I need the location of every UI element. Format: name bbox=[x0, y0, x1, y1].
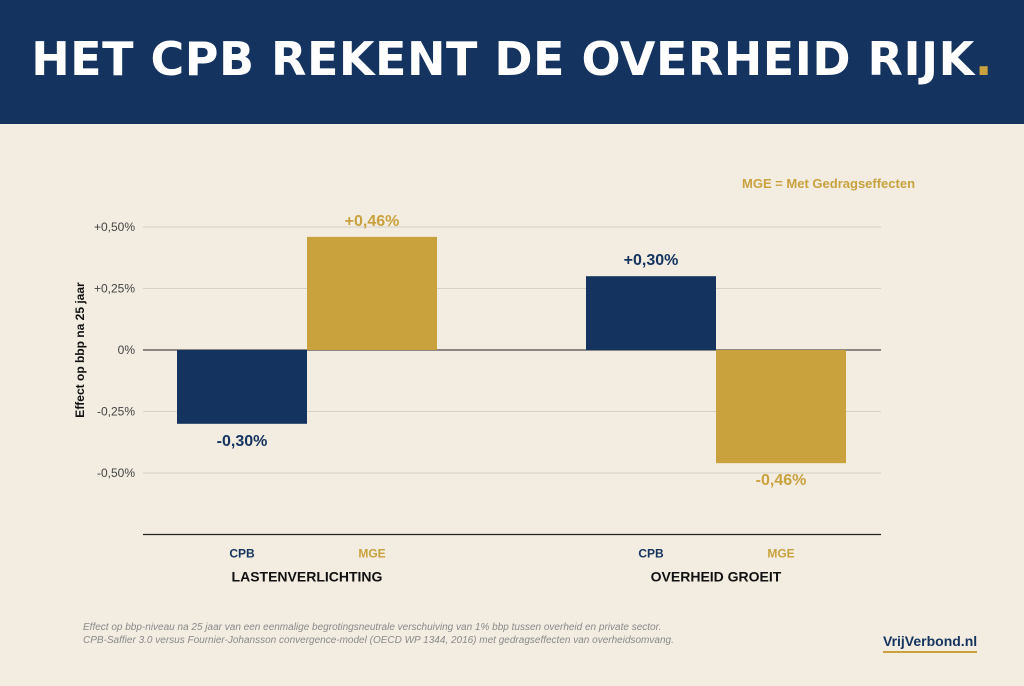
bar-chart: +0,50% +0,25% 0% -0,25% -0,50% Effect op bbp … bbox=[73, 213, 881, 585]
group-label: OVERHEID GROEIT bbox=[651, 569, 782, 585]
bar-1-mge bbox=[307, 236, 437, 350]
page-title-text: HET CPB REKENT DE OVERHEID RIJK bbox=[31, 32, 975, 86]
y-tick-label: -0,50% bbox=[97, 466, 135, 480]
brand-link[interactable]: VrijVerbond.nl bbox=[883, 633, 978, 653]
x-tick-label: CPB bbox=[229, 547, 255, 561]
x-tick-label: MGE bbox=[358, 547, 385, 561]
bar-2-mge bbox=[716, 350, 846, 464]
footnote: Effect op bbp-niveau na 25 jaar van een … bbox=[83, 621, 674, 647]
x-tick-label: CPB bbox=[638, 547, 664, 561]
header-banner bbox=[0, 0, 1024, 124]
footnote-line-1: Effect op bbp-niveau na 25 jaar van een … bbox=[83, 622, 662, 633]
bar-value-label: +0,46% bbox=[345, 213, 400, 230]
bar-1-cpb bbox=[177, 350, 307, 424]
bar-2-cpb bbox=[586, 276, 716, 350]
footnote-line-2: CPB-Saffier 3.0 versus Fournier-Johansso… bbox=[83, 635, 674, 646]
legend-note: MGE = Met Gedragseffecten bbox=[742, 176, 916, 191]
y-tick-label: +0,25% bbox=[94, 282, 135, 296]
group-label: LASTENVERLICHTING bbox=[232, 569, 383, 585]
x-tick-label: MGE bbox=[767, 547, 794, 561]
y-axis-label: Effect op bbp na 25 jaar bbox=[73, 282, 87, 418]
bar-value-label: -0,30% bbox=[217, 433, 268, 450]
y-tick-label: -0,25% bbox=[97, 405, 135, 419]
bar-value-label: -0,46% bbox=[756, 472, 807, 489]
y-tick-label: +0,50% bbox=[94, 220, 135, 234]
page-title-dot: . bbox=[974, 32, 993, 86]
y-tick-label: 0% bbox=[118, 343, 136, 357]
page-title: HET CPB REKENT DE OVERHEID RIJK. bbox=[0, 0, 1024, 118]
bar-value-label: +0,30% bbox=[624, 252, 679, 269]
